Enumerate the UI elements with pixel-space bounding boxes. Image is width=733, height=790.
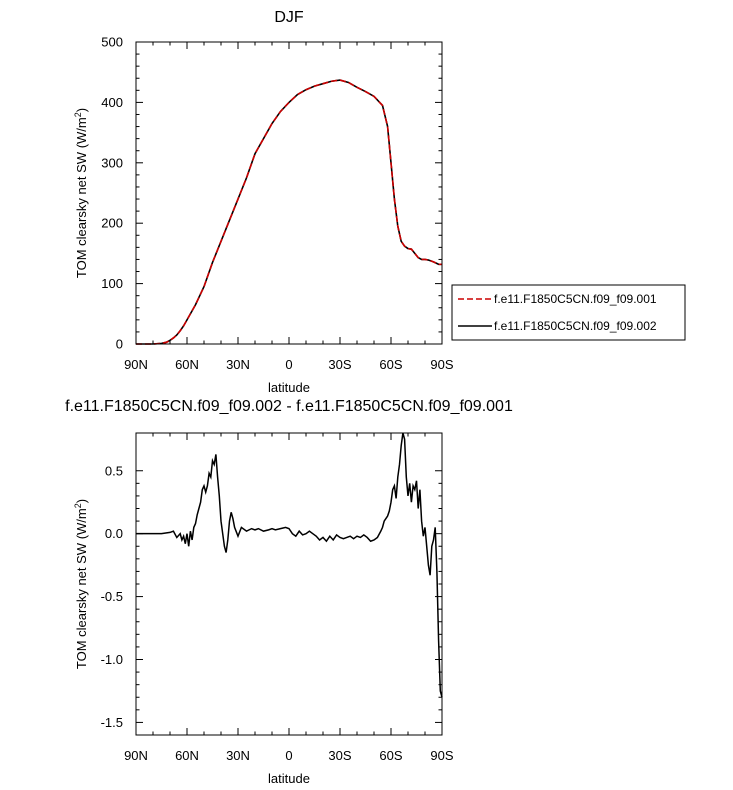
top-y-axis-label: TOM clearsky net SW (W/m2) (73, 108, 89, 278)
bottom-panel: f.e11.F1850C5CN.f09_f09.002 - f.e11.F185… (65, 398, 513, 786)
bottom-x-axis-label: latitude (268, 771, 310, 786)
top-x-tick-label: 30S (328, 357, 351, 372)
top-x-tick-label: 90N (124, 357, 148, 372)
bottom-y-tick-label: -1.5 (101, 715, 123, 730)
bottom-y-axis-label: TOM clearsky net SW (W/m2) (73, 499, 89, 669)
top-y-tick-label: 500 (101, 35, 123, 50)
bottom-x-tick-label: 30N (226, 748, 250, 763)
legend: f.e11.F1850C5CN.f09_f09.001 f.e11.F1850C… (451, 284, 686, 341)
top-plot-frame (135, 41, 443, 345)
legend-entry-2: f.e11.F1850C5CN.f09_f09.002 (458, 319, 657, 333)
top-x-ticks: 90N 60N 30N 0 30S 60S 90S (124, 42, 454, 372)
top-x-tick-label: 0 (285, 357, 292, 372)
bottom-y-tick-label: 0.0 (105, 526, 123, 541)
bottom-y-tick-label: -1.0 (101, 652, 123, 667)
bottom-x-tick-label: 90N (124, 748, 148, 763)
bottom-x-tick-label: 30S (328, 748, 351, 763)
bottom-y-tick-label: 0.5 (105, 463, 123, 478)
top-y-tick-label: 400 (101, 95, 123, 110)
top-y-tick-label: 0 (116, 337, 123, 352)
legend-box (451, 284, 686, 341)
top-x-tick-label: 30N (226, 357, 250, 372)
bottom-x-tick-label: 90S (430, 748, 453, 763)
bottom-plot-lines (136, 432, 443, 698)
bottom-x-tick-label: 60S (379, 748, 402, 763)
top-y-tick-label: 300 (101, 155, 123, 170)
top-y-tick-label: 100 (101, 276, 123, 291)
top-x-tick-label: 90S (430, 357, 453, 372)
legend-label-1: f.e11.F1850C5CN.f09_f09.001 (494, 292, 657, 306)
difference-line (136, 432, 443, 698)
top-series-1-line (136, 79, 442, 345)
top-panel: DJF 90N 60N 30N 0 30S 60S 90S 0 100 200 300 400 500… (73, 9, 686, 395)
bottom-plot-frame (135, 432, 443, 736)
top-x-tick-label: 60N (175, 357, 199, 372)
top-y-tick-label: 200 (101, 216, 123, 231)
bottom-y-tick-label: -0.5 (101, 589, 123, 604)
bottom-x-tick-label: 0 (285, 748, 292, 763)
top-chart-title: DJF (274, 9, 304, 26)
bottom-y-ticks: 0.5 0.0 -0.5 -1.0 -1.5 (101, 463, 442, 730)
top-plot-lines (136, 79, 442, 345)
bottom-x-tick-label: 60N (175, 748, 199, 763)
bottom-x-ticks: 90N 60N 30N 0 30S 60S 90S (124, 433, 454, 763)
legend-entry-1: f.e11.F1850C5CN.f09_f09.001 (458, 292, 657, 306)
top-x-axis-label: latitude (268, 380, 310, 395)
bottom-chart-title: f.e11.F1850C5CN.f09_f09.002 - f.e11.F185… (65, 398, 513, 415)
legend-label-2: f.e11.F1850C5CN.f09_f09.002 (494, 319, 657, 333)
top-x-tick-label: 60S (379, 357, 402, 372)
top-y-ticks: 0 100 200 300 400 500 (101, 35, 442, 352)
